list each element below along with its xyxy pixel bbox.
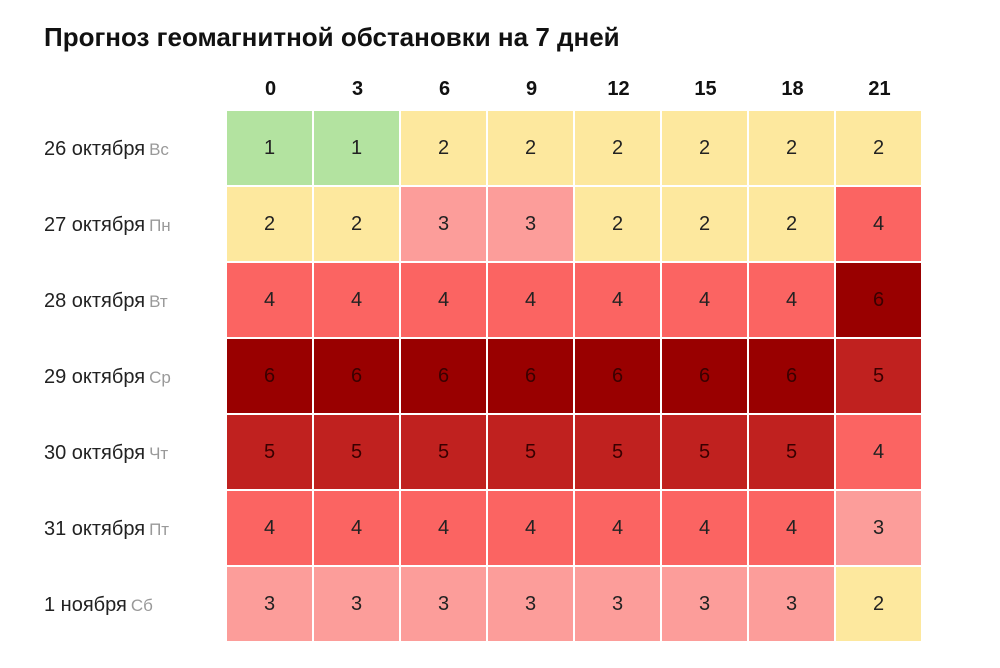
row-label: 26 октября Вс	[44, 111, 169, 187]
heatmap-cell: 1	[227, 111, 312, 185]
column-header: 21	[868, 78, 891, 100]
row-date: 26 октября	[44, 138, 146, 160]
heatmap-cell: 5	[836, 339, 921, 413]
chart-title: Прогноз геомагнитной обстановки на 7 дне…	[44, 22, 620, 52]
heatmap-cell: 2	[749, 111, 834, 185]
heatmap-cell: 2	[836, 111, 921, 185]
heatmap-cell: 2	[575, 111, 660, 185]
heatmap-cell: 2	[662, 111, 747, 185]
heatmap-cell: 3	[662, 567, 747, 641]
heatmap-cell: 4	[314, 263, 399, 337]
heatmap-cell: 3	[227, 567, 312, 641]
heatmap-cell: 4	[227, 263, 312, 337]
heatmap-cell: 6	[836, 263, 921, 337]
heatmap-cell: 4	[836, 415, 921, 489]
row-label: 1 ноября Сб	[44, 567, 153, 643]
heatmap-cell: 3	[401, 567, 486, 641]
heatmap-cell: 4	[749, 491, 834, 565]
heatmap-cell: 5	[662, 415, 747, 489]
heatmap-cell: 4	[314, 491, 399, 565]
heatmap-cell: 2	[836, 567, 921, 641]
column-header: 18	[781, 78, 804, 100]
heatmap-cell: 5	[749, 415, 834, 489]
heatmap-cell: 4	[488, 491, 573, 565]
heatmap-cell: 5	[575, 415, 660, 489]
row-date: 28 октября	[44, 290, 146, 312]
row-date: 29 октября	[44, 366, 146, 388]
heatmap-cell: 2	[314, 187, 399, 261]
heatmap-cell: 3	[488, 187, 573, 261]
column-header: 15	[694, 78, 717, 100]
heatmap-cell: 5	[227, 415, 312, 489]
row-date: 27 октября	[44, 214, 146, 236]
heatmap-cell: 2	[749, 187, 834, 261]
heatmap-cell: 2	[575, 187, 660, 261]
heatmap-cell: 6	[401, 339, 486, 413]
heatmap-cell: 6	[749, 339, 834, 413]
row-label: 28 октября Вт	[44, 263, 168, 339]
heatmap-cell: 3	[401, 187, 486, 261]
heatmap-cell: 4	[749, 263, 834, 337]
column-header: 0	[264, 78, 277, 100]
row-weekday: Чт	[149, 444, 169, 463]
heatmap-cell: 3	[314, 567, 399, 641]
heatmap-cell: 2	[401, 111, 486, 185]
row-label: 30 октября Чт	[44, 415, 168, 491]
heatmap-cell: 2	[227, 187, 312, 261]
heatmap-cell: 3	[836, 491, 921, 565]
heatmap-cell: 4	[227, 491, 312, 565]
row-label: 31 октября Пт	[44, 491, 169, 567]
heatmap-cell: 4	[488, 263, 573, 337]
row-date: 31 октября	[44, 518, 146, 540]
column-header: 9	[525, 78, 538, 100]
heatmap-cell: 3	[488, 567, 573, 641]
heatmap-cell: 4	[575, 263, 660, 337]
row-weekday: Сб	[130, 596, 153, 615]
heatmap-cell: 6	[314, 339, 399, 413]
row-label: 27 октября Пн	[44, 187, 171, 263]
heatmap-cell: 5	[488, 415, 573, 489]
heatmap-cell: 3	[575, 567, 660, 641]
heatmap-cell: 6	[662, 339, 747, 413]
row-date: 30 октября	[44, 442, 146, 464]
heatmap-cell: 1	[314, 111, 399, 185]
heatmap-cell: 4	[662, 491, 747, 565]
heatmap-cell: 4	[575, 491, 660, 565]
heatmap-cell: 4	[401, 263, 486, 337]
row-weekday: Вс	[149, 140, 169, 159]
row-weekday: Пт	[149, 520, 170, 539]
heatmap-cell: 6	[488, 339, 573, 413]
row-weekday: Пн	[149, 216, 171, 235]
heatmap-cell: 6	[227, 339, 312, 413]
heatmap-cell: 4	[836, 187, 921, 261]
heatmap-cell: 6	[575, 339, 660, 413]
heatmap-cell: 2	[488, 111, 573, 185]
row-label: 29 октября Ср	[44, 339, 171, 415]
column-header: 12	[607, 78, 630, 100]
heatmap-cell: 5	[401, 415, 486, 489]
row-weekday: Вт	[149, 292, 168, 311]
column-header: 6	[438, 78, 451, 100]
heatmap-cell: 4	[401, 491, 486, 565]
column-header: 3	[351, 78, 364, 100]
row-date: 1 ноября	[44, 594, 127, 616]
heatmap-cell: 4	[662, 263, 747, 337]
row-weekday: Ср	[149, 368, 171, 387]
heatmap-cell: 2	[662, 187, 747, 261]
heatmap-cell: 5	[314, 415, 399, 489]
heatmap-cell: 3	[749, 567, 834, 641]
